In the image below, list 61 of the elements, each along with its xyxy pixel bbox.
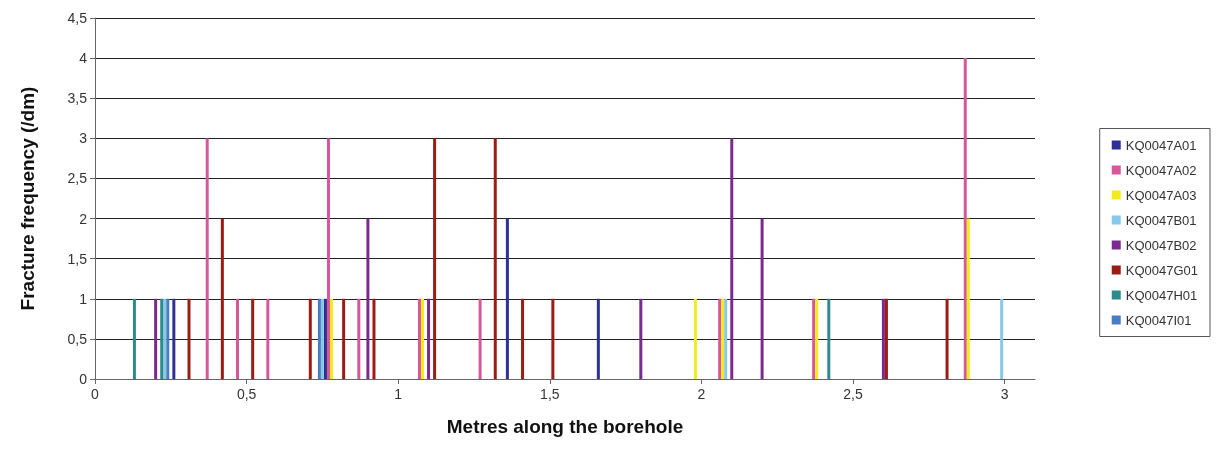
legend-label: KQ0047A03 <box>1125 187 1197 203</box>
bar <box>963 58 967 379</box>
legend-label: KQ0047B01 <box>1125 212 1197 228</box>
y-tick-label: 0 <box>79 371 88 387</box>
x-tick-label: 1 <box>394 386 403 402</box>
legend-label: KQ0047I01 <box>1125 312 1192 328</box>
bar <box>827 298 831 379</box>
bar <box>372 298 376 379</box>
bar <box>945 298 949 379</box>
bar <box>760 218 764 379</box>
bar <box>1000 298 1004 379</box>
x-tick-label: 0,5 <box>236 386 257 402</box>
bar <box>236 298 240 379</box>
bar <box>730 138 734 379</box>
bar <box>326 138 330 379</box>
y-tick-label: 0,5 <box>67 330 88 347</box>
y-tick-label: 4,5 <box>67 10 88 26</box>
bar <box>220 218 224 379</box>
y-axis-title: Fracture frequency (/dm) <box>17 86 38 311</box>
x-axis-title: Metres along the borehole <box>446 416 684 437</box>
x-tick-label: 1,5 <box>540 386 560 402</box>
bar <box>433 138 437 379</box>
bar <box>205 138 209 379</box>
bar <box>132 298 136 379</box>
y-tick-label: 3,5 <box>67 90 88 107</box>
bar <box>342 298 346 379</box>
bar <box>172 298 176 379</box>
y-tick-label: 2,5 <box>67 170 88 187</box>
y-tick-label: 1,5 <box>67 250 88 267</box>
x-tick-label: 2 <box>697 386 706 402</box>
bar <box>251 298 255 379</box>
bar <box>639 298 643 379</box>
bar <box>330 298 334 379</box>
bar <box>427 298 431 379</box>
bar <box>266 298 270 379</box>
bar <box>551 298 555 379</box>
legend-label: KQ0047A02 <box>1125 162 1197 178</box>
y-tick-label: 4 <box>79 50 88 67</box>
bar <box>693 298 697 379</box>
bar <box>478 298 482 379</box>
x-tick-label: 2,5 <box>843 386 864 402</box>
bar <box>357 298 361 379</box>
bar <box>308 298 312 379</box>
legend-label: KQ0047G01 <box>1125 262 1199 278</box>
y-tick-label: 3 <box>79 130 88 147</box>
bar <box>417 298 421 379</box>
x-tick-label: 3 <box>1000 386 1009 402</box>
x-tick-label: 0 <box>91 386 100 402</box>
bar <box>596 298 600 379</box>
y-tick-label: 1 <box>79 290 88 307</box>
bar <box>154 298 158 379</box>
y-tick-label: 2 <box>79 210 88 227</box>
bar <box>966 218 970 379</box>
legend-label: KQ0047A01 <box>1125 137 1197 153</box>
bar <box>521 298 525 379</box>
bar <box>366 218 370 379</box>
bar <box>493 138 497 379</box>
legend-label: KQ0047H01 <box>1125 287 1198 303</box>
bar <box>187 298 191 379</box>
legend-label: KQ0047B02 <box>1125 237 1197 253</box>
bar <box>505 218 509 379</box>
